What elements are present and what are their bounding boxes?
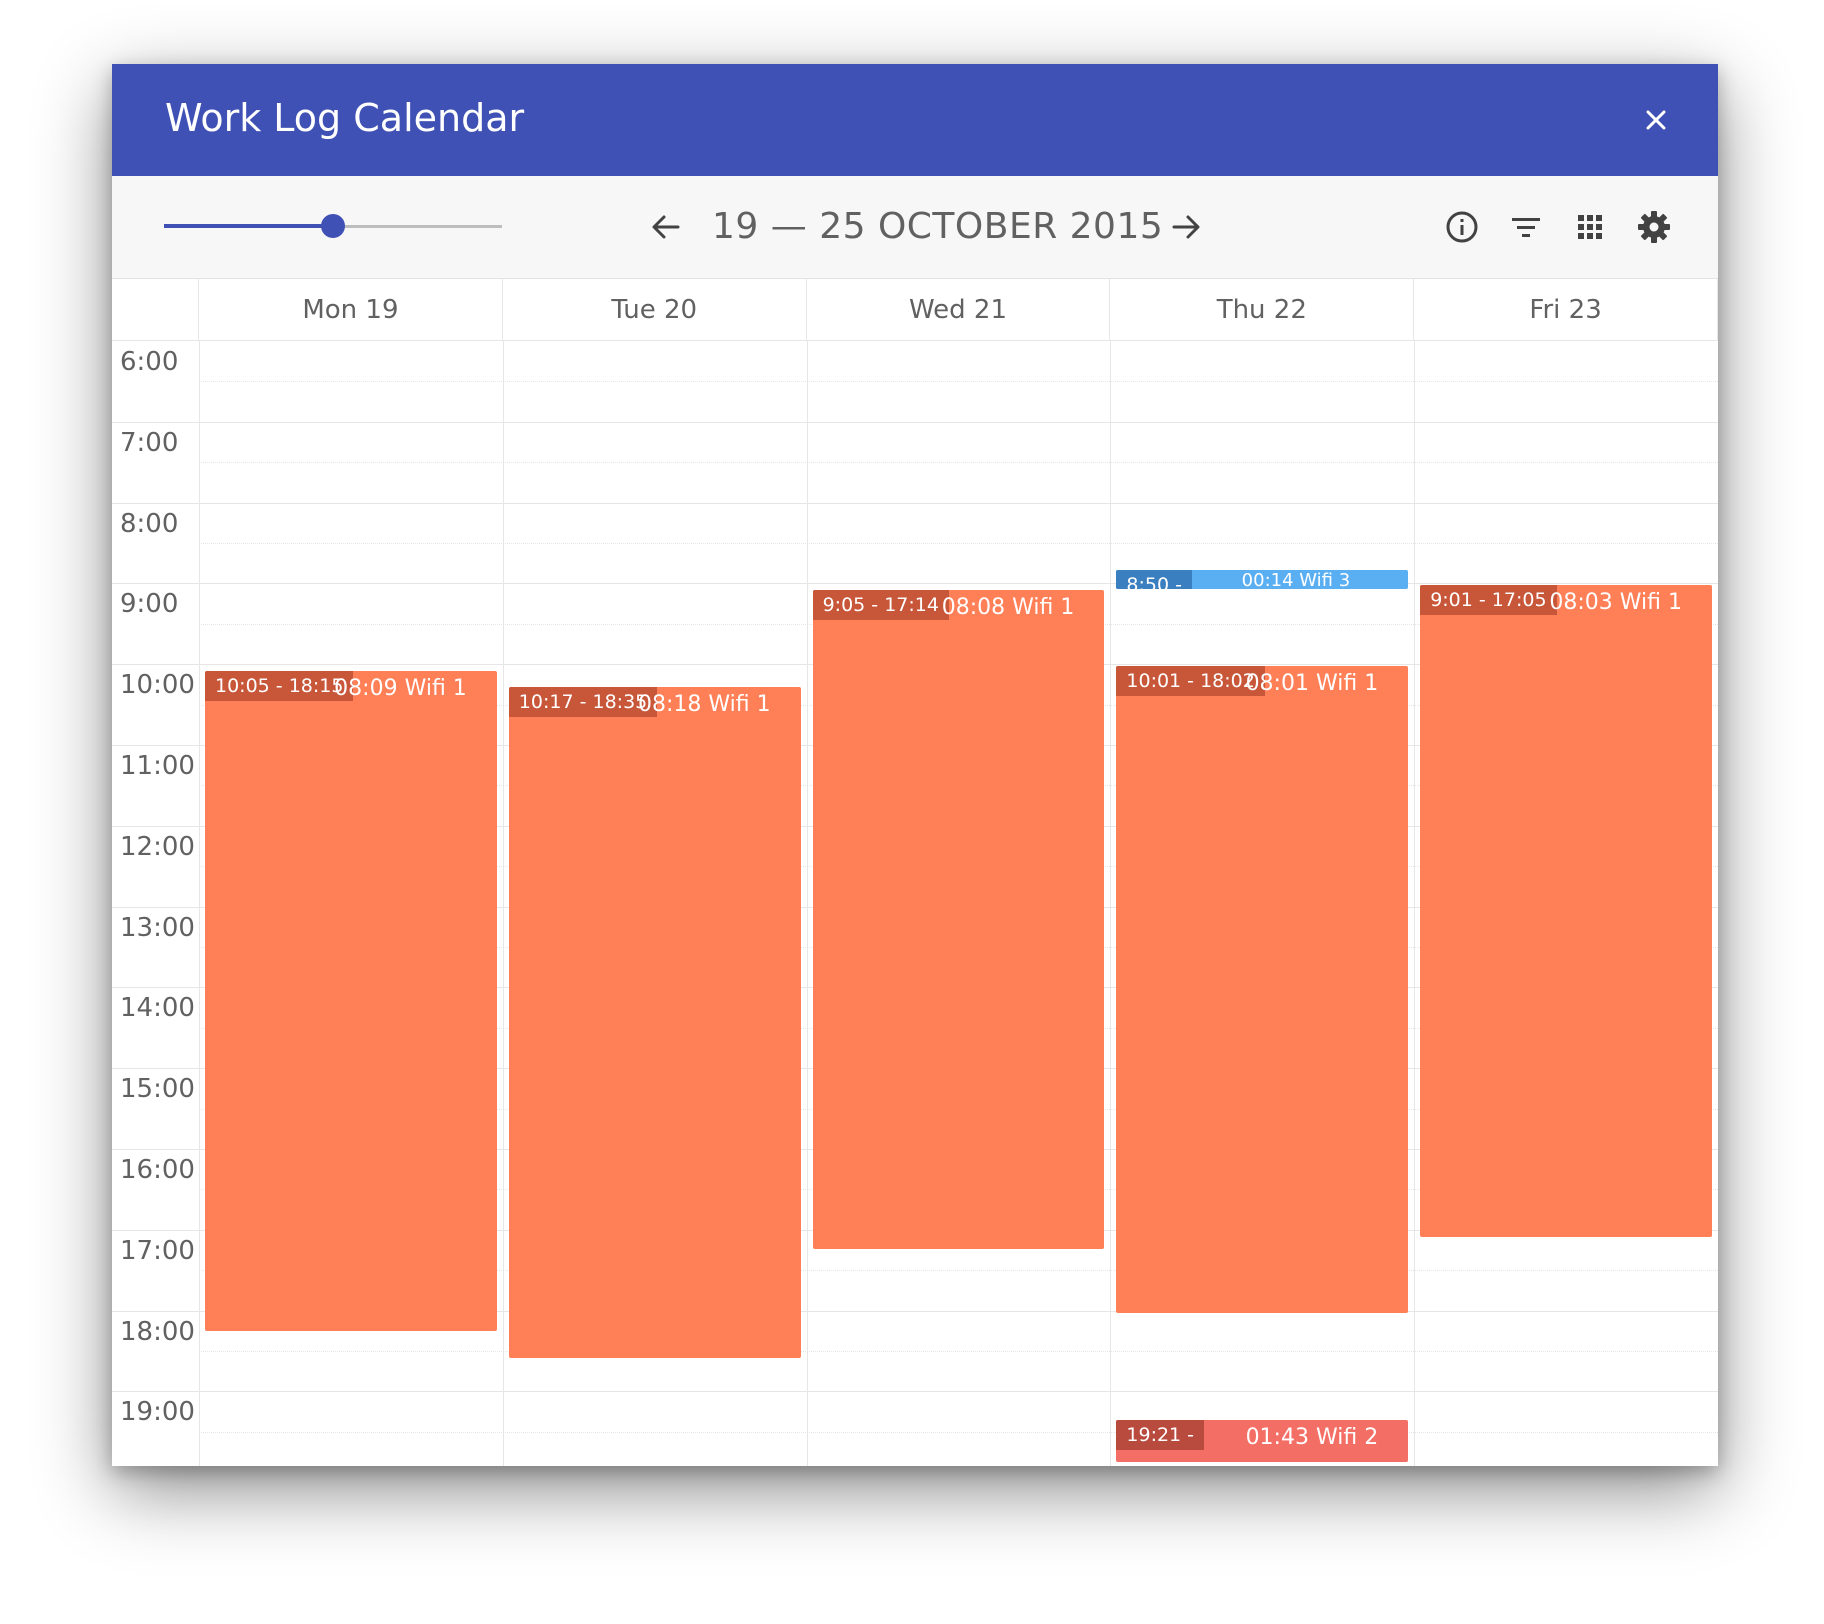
- hour-line: [112, 583, 1718, 585]
- toolbar: 19 — 25 OCTOBER 2015: [112, 176, 1718, 279]
- column-divider: [199, 341, 200, 1466]
- next-week-button[interactable]: [1162, 203, 1210, 251]
- half-hour-line: [199, 543, 1718, 544]
- zoom-slider[interactable]: [164, 208, 502, 244]
- hour-line: [112, 1310, 1718, 1312]
- event-time-range: 19:21 -: [1116, 1419, 1205, 1450]
- event-duration-label: 08:01 Wifi 1: [1245, 670, 1379, 696]
- title-bar: Work Log Calendar: [112, 64, 1718, 176]
- column-divider: [502, 341, 504, 1466]
- time-gutter-header: [112, 279, 199, 341]
- hour-label: 15:00: [120, 1074, 195, 1105]
- event-block[interactable]: 10:01 - 18:02 08:01 Wifi 1: [1116, 665, 1409, 1314]
- day-header[interactable]: Fri 23: [1414, 279, 1718, 341]
- hour-label: 8:00: [120, 508, 179, 539]
- apps-grid-button[interactable]: [1569, 206, 1611, 248]
- event-duration-label: 08:09 Wifi 1: [334, 675, 467, 701]
- day-header[interactable]: Mon 19: [199, 279, 503, 341]
- event-block[interactable]: 9:05 - 17:14 08:08 Wifi 1: [812, 590, 1105, 1249]
- event-time-range: 10:01 - 18:02: [1116, 665, 1265, 696]
- hour-label: 17:00: [120, 1235, 195, 1266]
- hour-label: 12:00: [120, 831, 195, 862]
- event-duration-label: 00:14 Wifi 3: [1241, 569, 1351, 589]
- column-divider: [806, 341, 808, 1466]
- hour-line: [112, 502, 1718, 504]
- day-header[interactable]: Tue 20: [502, 279, 807, 341]
- info-icon: [1446, 211, 1478, 243]
- event-block[interactable]: 19:21 - 01:43 Wifi 2: [1116, 1419, 1409, 1462]
- filter-icon: [1512, 218, 1540, 237]
- hour-label: 6:00: [120, 347, 179, 377]
- grid-icon: [1578, 215, 1602, 239]
- arrow-left-icon: [652, 215, 680, 239]
- slider-thumb[interactable]: [321, 214, 345, 238]
- close-button[interactable]: [1630, 94, 1682, 146]
- hour-label: 14:00: [120, 993, 195, 1024]
- half-hour-line: [199, 381, 1718, 383]
- previous-week-button[interactable]: [642, 203, 690, 251]
- event-block[interactable]: 10:05 - 18:15 08:09 Wifi 1: [205, 670, 497, 1331]
- hour-label: 19:00: [120, 1397, 195, 1428]
- date-range-label: 19 — 25 OCTOBER 2015: [712, 206, 1164, 247]
- event-duration-label: 01:43 Wifi 2: [1245, 1424, 1379, 1450]
- event-duration-label: 08:18 Wifi 1: [637, 692, 771, 718]
- hour-label: 18:00: [120, 1316, 195, 1347]
- half-hour-line: [199, 1270, 1718, 1272]
- day-header[interactable]: Wed 21: [806, 279, 1111, 341]
- week-grid: Mon 19 Tue 20 Wed 21 Thu 22 Fri 23 6:00 7:00 8:…: [112, 279, 1718, 1466]
- column-divider: [1414, 341, 1416, 1466]
- settings-button[interactable]: [1633, 206, 1675, 248]
- day-header[interactable]: Thu 22: [1110, 279, 1415, 341]
- info-button[interactable]: [1441, 206, 1483, 248]
- event-time-range: 10:05 - 18:15: [205, 670, 354, 701]
- event-time-range: 9:01 - 17:05: [1420, 584, 1557, 615]
- hour-label: 7:00: [120, 427, 179, 458]
- window-title: Work Log Calendar: [165, 96, 525, 140]
- hour-line: [112, 421, 1718, 423]
- event-block[interactable]: 10:17 - 18:35 08:18 Wifi 1: [508, 687, 801, 1358]
- event-block[interactable]: 8:50 - 00:14 Wifi 3: [1116, 569, 1409, 589]
- hour-label: 16:00: [120, 1155, 195, 1185]
- hour-label: 11:00: [120, 751, 195, 781]
- hour-label: 10:00: [120, 670, 195, 701]
- event-block[interactable]: 9:01 - 17:05 08:03 Wifi 1: [1420, 584, 1712, 1237]
- event-time-range: 9:05 - 17:14: [812, 590, 949, 621]
- slider-fill: [164, 224, 333, 228]
- event-time-range: 10:17 - 18:35: [508, 687, 658, 718]
- half-hour-line: [199, 462, 1718, 464]
- hour-label: 9:00: [120, 589, 179, 620]
- filter-button[interactable]: [1505, 206, 1547, 248]
- gear-icon: [1638, 211, 1670, 243]
- hour-label: 13:00: [120, 912, 195, 943]
- event-duration-label: 08:08 Wifi 1: [941, 595, 1075, 621]
- half-hour-line: [199, 1351, 1718, 1352]
- column-divider: [1110, 341, 1112, 1466]
- event-time-range: 8:50 -: [1116, 569, 1192, 589]
- hour-line: [112, 1391, 1718, 1393]
- work-log-calendar-window: Work Log Calendar 19 — 25 OCTOBER 2015: [112, 64, 1718, 1466]
- close-icon: [1646, 110, 1666, 130]
- event-duration-label: 08:03 Wifi 1: [1549, 589, 1682, 615]
- arrow-right-icon: [1172, 215, 1200, 239]
- half-hour-line: [199, 1431, 1718, 1433]
